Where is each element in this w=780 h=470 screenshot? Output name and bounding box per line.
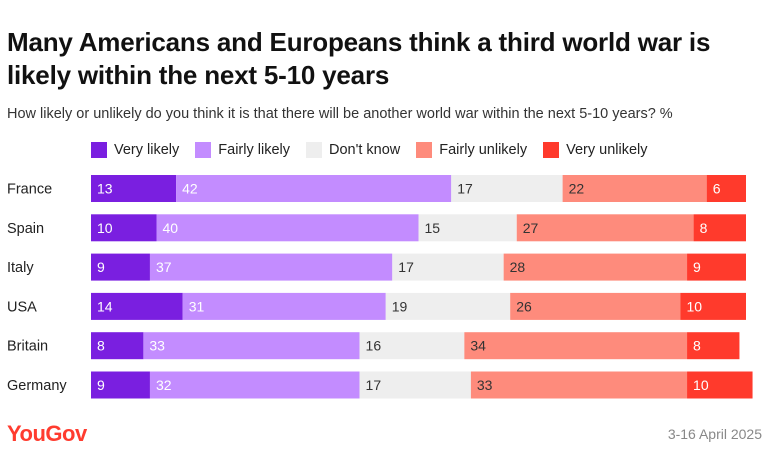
legend-label: Don't know bbox=[328, 142, 401, 158]
bar-segment bbox=[149, 371, 360, 399]
bar-segment bbox=[680, 292, 746, 320]
bar-segment bbox=[392, 253, 504, 281]
bar-segment bbox=[693, 214, 746, 242]
legend-item-dont-know: Don't know bbox=[305, 142, 401, 158]
data-label: 6 bbox=[713, 181, 721, 197]
bar-segment bbox=[470, 371, 688, 399]
data-label: 14 bbox=[97, 298, 113, 314]
category-label: Britain bbox=[7, 339, 48, 355]
data-label: 31 bbox=[189, 298, 205, 314]
data-label: 8 bbox=[693, 338, 701, 354]
bar-segment bbox=[176, 175, 452, 202]
data-label: 33 bbox=[149, 338, 165, 354]
legend-swatch bbox=[543, 142, 560, 158]
bar-segment bbox=[91, 292, 183, 320]
data-label: 40 bbox=[163, 220, 179, 236]
category-label: Spain bbox=[7, 221, 44, 237]
category-label: Italy bbox=[7, 260, 34, 276]
chart-title: Many Americans and Europeans think a thi… bbox=[7, 27, 711, 90]
data-label: 37 bbox=[156, 259, 172, 275]
legend-label: Fairly unlikely bbox=[439, 142, 528, 158]
data-label: 10 bbox=[693, 377, 709, 393]
bar-segment bbox=[464, 332, 688, 360]
data-label: 42 bbox=[182, 181, 198, 197]
bar-segment bbox=[687, 371, 753, 399]
data-label: 19 bbox=[392, 298, 408, 314]
legend-item-very-likely: Very likely bbox=[91, 142, 179, 158]
bar-segment bbox=[516, 214, 694, 242]
bar-segment bbox=[91, 371, 150, 399]
data-label: 32 bbox=[156, 377, 172, 393]
category-label: France bbox=[7, 182, 52, 198]
legend: Very likely Fairly likely Don't know Fai… bbox=[91, 140, 648, 160]
bar-segment bbox=[91, 214, 157, 242]
data-label: 13 bbox=[97, 181, 113, 197]
survey-date: 3-16 April 2025 bbox=[667, 426, 762, 442]
bar-segment bbox=[418, 214, 517, 242]
bar-segment bbox=[562, 175, 707, 202]
legend-swatch bbox=[91, 142, 107, 158]
bar-segment bbox=[359, 332, 465, 360]
category-label: Germany bbox=[7, 378, 67, 394]
legend-item-very-unlikely: Very unlikely bbox=[543, 142, 648, 158]
legend-item-fairly-unlikely: Fairly unlikely bbox=[416, 142, 527, 158]
legend-label: Very likely bbox=[114, 142, 180, 158]
data-label: 22 bbox=[569, 181, 585, 197]
data-label: 8 bbox=[700, 220, 708, 236]
bar-segment bbox=[91, 175, 177, 202]
data-label: 34 bbox=[470, 338, 486, 354]
bar-segment bbox=[510, 292, 681, 320]
legend-label: Fairly likely bbox=[218, 142, 290, 158]
bar-segment bbox=[149, 253, 393, 281]
legend-item-fairly-likely: Fairly likely bbox=[195, 142, 290, 158]
data-label: 17 bbox=[398, 259, 414, 275]
bar-segment bbox=[156, 214, 419, 242]
bar-segment bbox=[91, 332, 144, 360]
bar-segment bbox=[706, 175, 746, 202]
data-label: 27 bbox=[523, 220, 539, 236]
legend-swatch bbox=[195, 142, 212, 158]
stacked-bar-chart: France 13 42 17 22 6 Spain 10 40 15 27 8 Italy 9 37 17 2… bbox=[7, 175, 753, 399]
data-label: 33 bbox=[477, 377, 493, 393]
bar-segment bbox=[451, 175, 563, 202]
yougov-logo: YouGov bbox=[7, 421, 87, 446]
bar-segment bbox=[385, 292, 511, 320]
data-label: 9 bbox=[693, 259, 701, 275]
data-label: 16 bbox=[366, 338, 382, 354]
data-label: 17 bbox=[457, 181, 473, 197]
chart-subtitle: How likely or unlikely do you think it i… bbox=[7, 106, 673, 122]
legend-swatch bbox=[416, 142, 433, 158]
data-label: 9 bbox=[97, 259, 105, 275]
data-label: 17 bbox=[366, 377, 382, 393]
bar-segment bbox=[503, 253, 688, 281]
bar-segment bbox=[687, 332, 740, 360]
bar-segment bbox=[143, 332, 360, 360]
data-label: 10 bbox=[687, 298, 703, 314]
data-label: 15 bbox=[425, 220, 441, 236]
data-label: 26 bbox=[516, 298, 532, 314]
bar-segment bbox=[359, 371, 471, 399]
data-label: 8 bbox=[97, 338, 105, 354]
category-label: USA bbox=[7, 299, 37, 315]
data-label: 28 bbox=[510, 259, 526, 275]
data-label: 9 bbox=[97, 377, 105, 393]
bar-segment bbox=[687, 253, 746, 281]
bar-segment bbox=[182, 292, 386, 320]
legend-label: Very unlikely bbox=[566, 142, 648, 158]
data-label: 10 bbox=[97, 220, 113, 236]
bar-segment bbox=[91, 253, 150, 281]
legend-swatch bbox=[305, 142, 322, 158]
